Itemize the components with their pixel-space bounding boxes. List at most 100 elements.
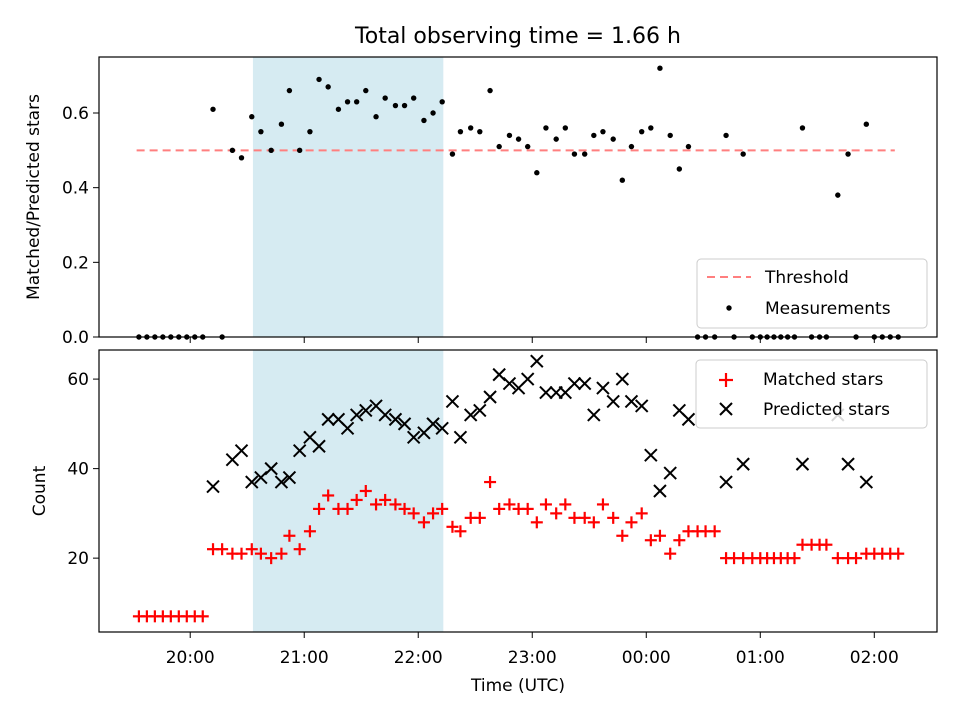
matched-star-point <box>473 511 486 524</box>
predicted-star-point <box>606 394 620 409</box>
matched-star-point <box>664 547 677 560</box>
measurement-point <box>410 95 417 101</box>
legend-predicted-label: Predicted stars <box>763 400 890 420</box>
matched-star-point <box>370 498 383 511</box>
count-plot-frame <box>98 349 938 633</box>
matched-star-point <box>196 610 209 623</box>
matched-star-point <box>303 525 316 538</box>
y-tick-label: 20 <box>67 549 89 569</box>
predicted-star-point <box>615 372 630 386</box>
matched-star-point <box>607 511 620 524</box>
measurement-point <box>210 106 216 112</box>
matched-star-point <box>484 476 497 489</box>
matched-star-point <box>398 502 411 515</box>
measurement-point <box>628 143 635 150</box>
matched-star-point <box>245 543 258 556</box>
y-tick-label: 0.2 <box>62 253 89 273</box>
measurement-point <box>496 143 502 150</box>
measurement-point <box>581 151 588 157</box>
measurement-point <box>286 87 293 94</box>
measurement-point <box>382 95 388 101</box>
predicted-star-point <box>234 444 249 458</box>
predicted-stars-points <box>206 354 874 498</box>
matched-star-point <box>379 493 392 506</box>
measurement-point <box>249 114 255 120</box>
predicted-star-point <box>520 372 535 386</box>
matched-star-point <box>359 485 372 497</box>
predicted-star-point <box>378 408 392 422</box>
measurement-point <box>467 125 474 131</box>
matched-star-point <box>788 552 801 565</box>
matched-star-point <box>587 516 600 529</box>
matched-star-point <box>568 511 581 524</box>
y-tick-label: 60 <box>67 370 89 390</box>
matched-star-point <box>616 529 629 542</box>
measurement-point <box>335 106 342 112</box>
measurement-point <box>457 128 464 135</box>
x-tick-label: 21:00 <box>280 648 329 668</box>
chart-title: Total observing time = 1.66 h <box>354 24 681 49</box>
measurement-point <box>268 147 274 154</box>
predicted-star-point <box>530 354 544 368</box>
measurement-point <box>639 128 645 135</box>
predicted-star-point <box>624 394 639 409</box>
predicted-star-point <box>292 444 307 458</box>
predicted-star-point <box>321 412 335 427</box>
matched-star-point <box>521 502 534 515</box>
predicted-star-point <box>587 408 601 422</box>
predicted-star-point <box>795 457 810 471</box>
measurement-point <box>553 136 559 142</box>
matched-stars-points <box>132 476 905 623</box>
predicted-star-point <box>539 385 553 400</box>
matched-star-point <box>596 498 609 511</box>
matched-star-point <box>539 498 552 511</box>
measurement-point <box>487 87 493 94</box>
ratio-panel: 0.0 0.2 0.4 0.6 Matched/Predicted stars Thr… <box>24 56 938 348</box>
matched-star-point <box>436 502 449 515</box>
measurement-point <box>238 155 245 161</box>
matched-star-point <box>892 547 905 560</box>
measurement-point <box>845 151 851 157</box>
ratio-legend: Threshold Measurements <box>696 258 928 329</box>
predicted-star-point <box>841 457 855 471</box>
ratio-plot-frame <box>98 56 938 338</box>
matched-star-point <box>831 552 844 565</box>
matched-star-point <box>625 516 638 529</box>
measurement-point <box>449 151 456 157</box>
predicted-star-point <box>453 430 468 444</box>
matched-star-point <box>578 511 591 524</box>
legend-matched-swatch <box>719 373 733 387</box>
matched-star-point <box>454 525 467 538</box>
matched-star-point <box>850 552 863 565</box>
measurement-point <box>515 136 522 142</box>
matched-star-point <box>644 534 657 547</box>
x-tick-label: 01:00 <box>736 648 785 668</box>
matched-star-point <box>673 534 686 547</box>
count-shaded-region <box>252 350 444 632</box>
measurement-point <box>740 151 746 157</box>
measurement-point <box>648 125 654 131</box>
matched-star-point <box>530 516 543 529</box>
matched-star-point <box>283 529 296 542</box>
predicted-star-point <box>681 412 696 427</box>
predicted-star-point <box>653 484 667 498</box>
predicted-star-point <box>663 466 677 480</box>
measurement-point <box>863 121 870 127</box>
predicted-star-point <box>596 381 610 395</box>
matched-star-point <box>559 498 572 511</box>
matched-star-point <box>407 507 420 520</box>
y-tick-label: 0.0 <box>62 328 89 348</box>
x-tick-label: 22:00 <box>394 648 443 668</box>
matched-star-point <box>265 552 278 565</box>
matched-star-point <box>341 502 354 515</box>
measurement-point <box>278 121 285 127</box>
predicted-star-point <box>388 412 403 427</box>
predicted-star-point <box>463 408 478 422</box>
predicted-star-point <box>719 475 733 489</box>
measurement-point <box>373 114 379 120</box>
legend-threshold-label: Threshold <box>764 268 849 288</box>
measurement-point <box>723 132 729 139</box>
predicted-star-point <box>577 376 592 391</box>
matched-star-point <box>427 507 440 520</box>
x-tick-label: 02:00 <box>850 648 899 668</box>
